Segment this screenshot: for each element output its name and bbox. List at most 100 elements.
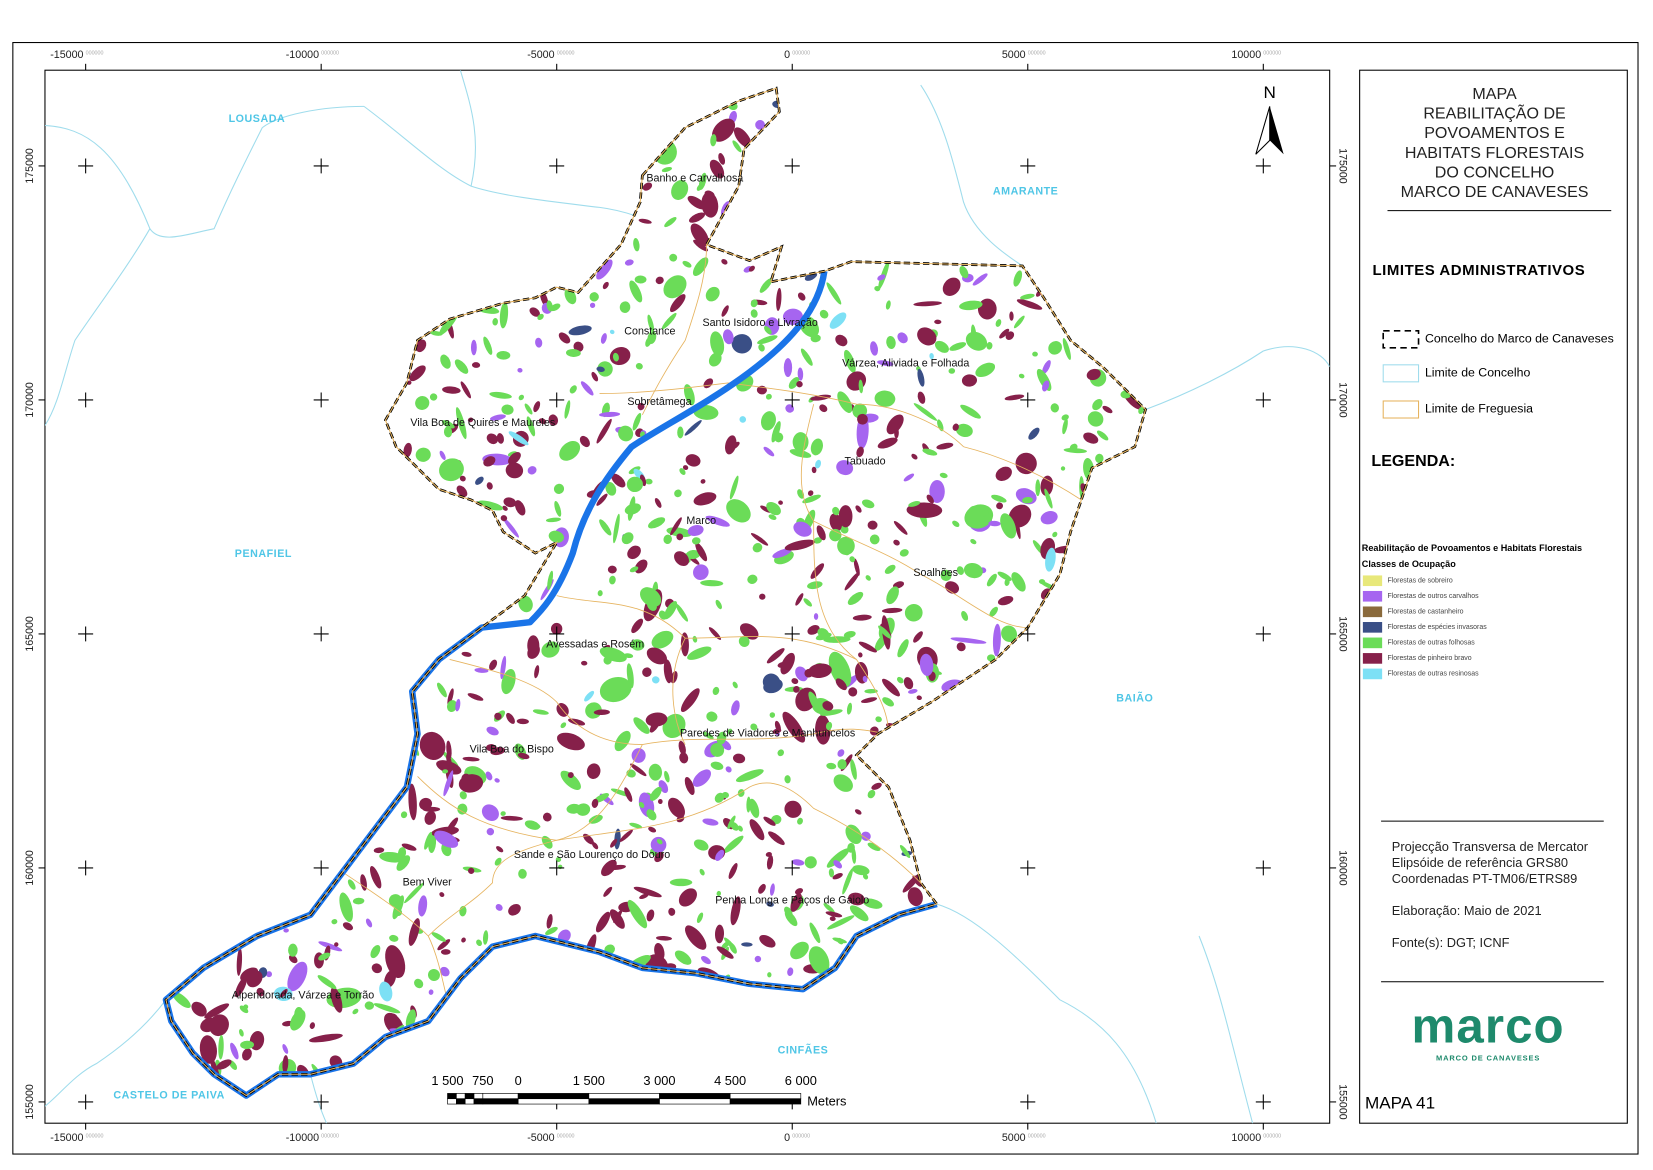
- forest-patch: [1042, 360, 1051, 375]
- forest-patch: [379, 851, 406, 863]
- forest-patch: [862, 898, 883, 909]
- forest-patch: [850, 759, 857, 780]
- forest-patch: [461, 651, 472, 657]
- forest-patch: [446, 700, 458, 712]
- forest-patch: [727, 728, 733, 735]
- forest-patch: [844, 349, 856, 373]
- forest-patch: [701, 191, 719, 218]
- forest-patch: [769, 712, 776, 718]
- forest-patch: [482, 930, 489, 945]
- forest-patch: [596, 418, 612, 444]
- forest-patch: [645, 478, 653, 485]
- forest-patch: [611, 473, 626, 488]
- forest-patch: [599, 646, 627, 663]
- forest-patch: [560, 770, 581, 791]
- forest-patch: [440, 949, 451, 955]
- forest-patch: [747, 574, 758, 584]
- forest-patch: [1013, 315, 1025, 329]
- forest-patch: [846, 702, 853, 715]
- forest-patch: [970, 539, 977, 545]
- forest-patch: [874, 390, 896, 407]
- forest-patch: [1045, 547, 1056, 572]
- title-line: HABITATS FLORESTAIS: [1405, 145, 1584, 162]
- forest-patch: [503, 517, 519, 538]
- scale-segment: [447, 1093, 457, 1100]
- forest-patch: [459, 475, 466, 482]
- forest-patch: [858, 652, 863, 658]
- forest-patch: [886, 414, 904, 435]
- forest-patch: [793, 521, 812, 537]
- scale-label: 3 000: [643, 1073, 675, 1088]
- forest-patch: [816, 525, 826, 541]
- forest-patch: [858, 641, 877, 653]
- title-line: REABILITAÇÃO DE: [1423, 103, 1565, 123]
- forest-patch: [917, 391, 926, 404]
- forest-patch: [955, 423, 973, 438]
- forest-patch: [664, 770, 670, 783]
- forest-patch: [881, 607, 903, 614]
- scale-label: 750: [472, 1073, 493, 1088]
- forest-patch: [807, 581, 823, 590]
- grid-cross: [549, 626, 565, 642]
- forest-patch: [637, 402, 645, 411]
- forest-patch: [371, 963, 383, 974]
- forest-patch: [486, 433, 498, 445]
- coordinate-suffix: 000000: [86, 1133, 104, 1139]
- scale-bar: 1 500 750 0 1 500 3 000 4 500 6 000 Meters: [431, 1073, 846, 1108]
- forest-patch: [560, 722, 567, 729]
- forest-patch: [878, 625, 892, 639]
- forest-patch: [646, 909, 655, 922]
- forest-patch: [524, 403, 533, 415]
- forest-patch: [209, 1014, 229, 1037]
- forest-patch: [502, 505, 508, 511]
- forest-patch: [668, 797, 685, 818]
- forest-patch: [542, 812, 552, 822]
- forest-patch: [569, 385, 577, 394]
- forest-patch: [789, 449, 812, 458]
- forest-patch: [871, 782, 882, 790]
- forest-patch: [992, 623, 1001, 657]
- forest-patch: [439, 892, 445, 897]
- grid-cross: [784, 158, 800, 174]
- x-coordinate-label: -15000: [50, 49, 83, 61]
- forest-patch: [505, 462, 524, 479]
- forest-patch: [626, 663, 634, 689]
- x-coordinate-label: 10000: [1231, 49, 1261, 61]
- coordinate-suffix: 000000: [1263, 1133, 1281, 1139]
- forest-patch: [317, 975, 337, 990]
- forest-patch: [599, 676, 632, 703]
- forest-patch: [762, 673, 781, 692]
- forest-patch: [309, 1022, 315, 1030]
- forest-patch: [618, 425, 634, 442]
- forest-patch: [696, 912, 704, 924]
- forest-patch: [486, 828, 495, 836]
- forest-patch: [506, 712, 515, 724]
- forest-patch: [832, 506, 840, 516]
- forest-patch: [949, 342, 967, 351]
- coordinate-suffix: 000000: [1028, 1133, 1046, 1139]
- forest-patch: [730, 441, 740, 450]
- forest-patch: [607, 565, 617, 574]
- forest-patch: [950, 637, 987, 644]
- forest-patch: [283, 928, 289, 933]
- legend-label: Florestas de castanheiro: [1387, 609, 1463, 616]
- forest-patch: [728, 863, 738, 879]
- forest-patch: [691, 537, 701, 545]
- forest-patch: [1022, 496, 1033, 504]
- forest-patch: [654, 851, 664, 863]
- forest-patch: [852, 614, 872, 621]
- forest-patch: [629, 566, 639, 573]
- title-line: MARCO DE CANAVESES: [1401, 184, 1589, 201]
- forest-patch: [439, 458, 464, 482]
- scale-segment: [729, 1093, 802, 1100]
- forest-patch: [656, 935, 673, 941]
- forest-patch: [750, 723, 758, 731]
- forest-patch: [766, 501, 781, 516]
- forest-patch: [960, 404, 981, 419]
- forest-patch: [952, 423, 959, 431]
- forest-patch: [897, 332, 908, 344]
- forest-patch: [648, 517, 666, 529]
- forest-patch: [494, 857, 502, 866]
- grid-cross: [1255, 1094, 1271, 1110]
- forest-patch: [916, 695, 922, 701]
